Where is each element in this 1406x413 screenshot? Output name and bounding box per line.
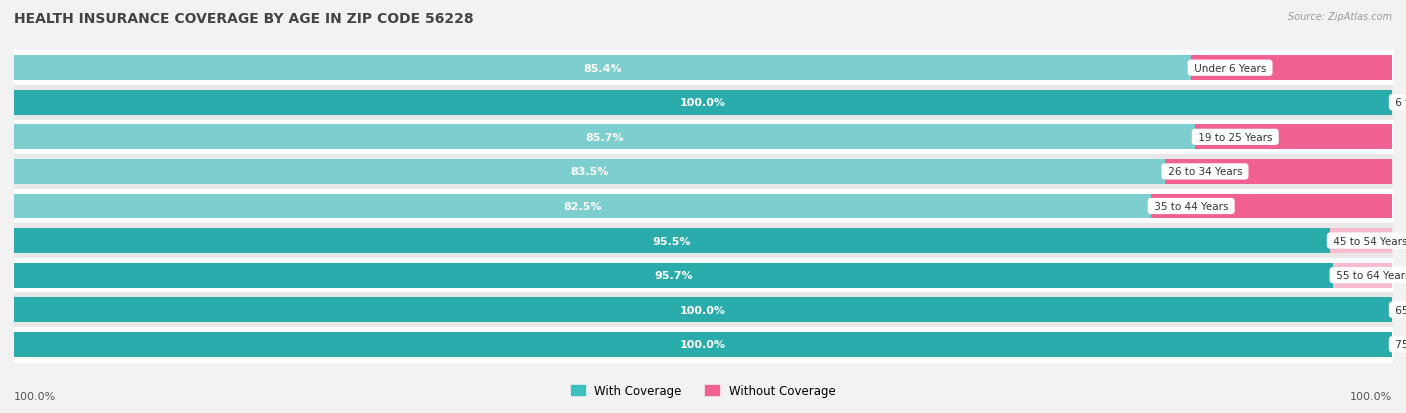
Bar xyxy=(14,120,1392,155)
Text: 6 to 18 Years: 6 to 18 Years xyxy=(1392,98,1406,108)
Bar xyxy=(1392,297,1406,323)
Bar xyxy=(14,327,1392,362)
Bar xyxy=(14,194,1152,219)
Text: 85.7%: 85.7% xyxy=(585,133,624,142)
Bar xyxy=(14,228,1330,254)
Bar xyxy=(14,332,1392,357)
Bar xyxy=(14,51,1392,86)
Bar xyxy=(1191,56,1392,81)
Text: HEALTH INSURANCE COVERAGE BY AGE IN ZIP CODE 56228: HEALTH INSURANCE COVERAGE BY AGE IN ZIP … xyxy=(14,12,474,26)
Bar xyxy=(14,155,1392,189)
Bar xyxy=(1164,159,1392,185)
Text: 45 to 54 Years: 45 to 54 Years xyxy=(1330,236,1406,246)
Text: 65 to 74 Years: 65 to 74 Years xyxy=(1392,305,1406,315)
Text: 35 to 44 Years: 35 to 44 Years xyxy=(1152,202,1232,211)
Text: 100.0%: 100.0% xyxy=(681,339,725,349)
Bar xyxy=(1333,263,1392,288)
Text: Source: ZipAtlas.com: Source: ZipAtlas.com xyxy=(1288,12,1392,22)
Bar xyxy=(14,159,1164,185)
Bar xyxy=(14,125,1195,150)
Bar xyxy=(1195,125,1392,150)
Bar xyxy=(14,189,1392,224)
Text: 55 to 64 Years: 55 to 64 Years xyxy=(1333,271,1406,280)
Legend: With Coverage, Without Coverage: With Coverage, Without Coverage xyxy=(565,379,841,401)
Text: 100.0%: 100.0% xyxy=(14,391,56,401)
Text: 26 to 34 Years: 26 to 34 Years xyxy=(1164,167,1246,177)
Bar xyxy=(14,224,1392,258)
Bar xyxy=(14,56,1191,81)
Bar xyxy=(14,263,1333,288)
Text: 19 to 25 Years: 19 to 25 Years xyxy=(1195,133,1275,142)
Bar xyxy=(14,293,1392,327)
Text: 83.5%: 83.5% xyxy=(571,167,609,177)
Text: 100.0%: 100.0% xyxy=(681,98,725,108)
Text: 82.5%: 82.5% xyxy=(564,202,602,211)
Bar xyxy=(1392,332,1406,357)
Bar xyxy=(14,258,1392,293)
Bar xyxy=(14,297,1392,323)
Bar xyxy=(1392,90,1406,116)
Bar xyxy=(14,90,1392,116)
Text: 95.7%: 95.7% xyxy=(654,271,693,280)
Text: 75 Years and older: 75 Years and older xyxy=(1392,339,1406,349)
Text: 95.5%: 95.5% xyxy=(652,236,692,246)
Text: 100.0%: 100.0% xyxy=(1350,391,1392,401)
Bar xyxy=(14,86,1392,120)
Bar xyxy=(1152,194,1392,219)
Text: Under 6 Years: Under 6 Years xyxy=(1191,64,1270,74)
Bar xyxy=(1330,228,1392,254)
Text: 100.0%: 100.0% xyxy=(681,305,725,315)
Text: 85.4%: 85.4% xyxy=(583,64,621,74)
